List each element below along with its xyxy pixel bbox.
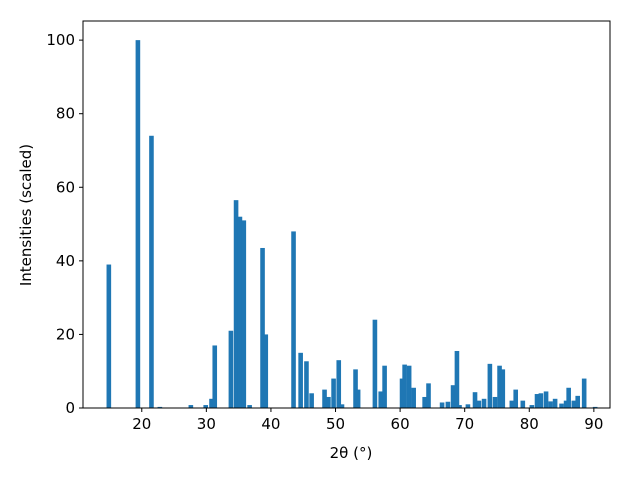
bar [538,393,544,408]
bar [422,396,427,408]
bar [233,200,239,408]
bar [304,361,309,408]
bar [543,391,549,408]
x-tick-label: 70 [455,415,474,433]
bar [450,385,456,408]
bar [298,352,303,408]
bar [106,264,112,408]
bar [135,40,141,409]
x-tick-label: 90 [584,415,603,433]
bar [291,231,296,408]
bar [534,394,540,408]
bar [241,220,247,408]
bar [520,400,526,408]
bar [237,216,243,408]
bar [571,400,577,408]
bar [188,405,194,408]
bar [336,360,342,408]
bar [575,395,581,408]
bar [481,398,487,408]
x-tick-label: 30 [197,415,216,433]
x-tick-label: 50 [326,415,345,433]
bar [157,406,163,408]
bar [339,404,345,408]
y-tick-label: 60 [56,178,75,196]
bar [497,365,502,408]
x-tick-label: 80 [520,415,539,433]
bar [487,363,493,408]
bar [322,389,327,408]
bar [509,400,515,408]
bar [439,402,445,408]
bar [445,401,451,408]
bar [353,369,358,408]
bar [548,401,553,408]
y-tick-label: 80 [56,105,75,123]
y-tick-label: 0 [65,399,75,417]
bar [529,405,535,408]
plot-frame [82,20,611,409]
bar [472,392,478,408]
bar [372,319,378,408]
bar [399,378,405,408]
bar [228,330,234,408]
bar [355,389,361,408]
bar [465,404,471,408]
bar [326,396,331,408]
y-axis-label: Intensities (scaled) [17,144,35,286]
x-tick-label: 20 [132,415,151,433]
bar [406,365,412,408]
bar [563,400,569,408]
x-tick-label: 60 [391,415,410,433]
bar [309,393,314,408]
bar [592,406,598,408]
y-tick-label: 100 [46,31,75,49]
bar [476,400,482,408]
bar [331,378,336,408]
bar [492,396,498,408]
bar [566,387,571,408]
bar [149,135,154,408]
bar [402,364,407,408]
y-tick-label: 40 [56,252,75,270]
y-tick-label: 20 [56,325,75,343]
bar [552,398,558,408]
bar [457,405,462,408]
bar [247,405,252,408]
bar [513,389,519,408]
bar [260,247,265,408]
bar [454,350,460,408]
bar [378,391,384,408]
bar [581,378,587,408]
bar [263,334,269,408]
bar [382,365,387,408]
bar [212,345,218,408]
bar [411,387,416,408]
bar [500,369,506,408]
bar [426,383,431,408]
x-tick-label: 40 [261,415,280,433]
bar [203,405,209,408]
x-axis-label: 2θ (°) [330,444,373,462]
bar [209,398,214,408]
bar [559,403,564,408]
